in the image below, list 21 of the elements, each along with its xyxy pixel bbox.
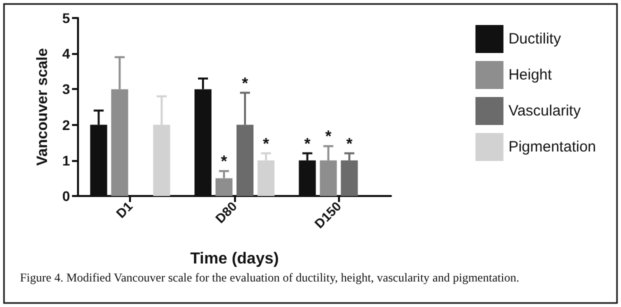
data-label: * [346, 136, 354, 153]
y-tick-label: 1 [62, 152, 70, 168]
y-tick-label: 3 [62, 81, 70, 98]
y-tick-label: 2 [62, 116, 70, 133]
legend-label: Vascularity [508, 102, 582, 120]
data-label: * [325, 128, 332, 146]
data-label: * [242, 75, 249, 92]
x-tick-label: D1 [113, 198, 136, 222]
data-label: * [304, 136, 312, 153]
legend-label: Height [508, 66, 553, 84]
y-tick-label: 4 [62, 46, 70, 62]
data-label: * [262, 136, 270, 153]
x-axis-title: Time (days) [190, 250, 279, 268]
x-tick-label: D80 [212, 198, 240, 226]
y-tick-label: 5 [62, 10, 70, 26]
y-tick-label: 0 [62, 188, 70, 204]
data-label: * [220, 154, 228, 171]
legend-label: Pigmentation [508, 138, 596, 156]
y-axis-title: Vancouver scale [34, 48, 51, 166]
caption: Figure 4. Modified Vancouver scale for the evaluation of ductility, height, vascularity and pigmentation. [20, 270, 520, 284]
legend-label: Ductility [508, 30, 562, 48]
